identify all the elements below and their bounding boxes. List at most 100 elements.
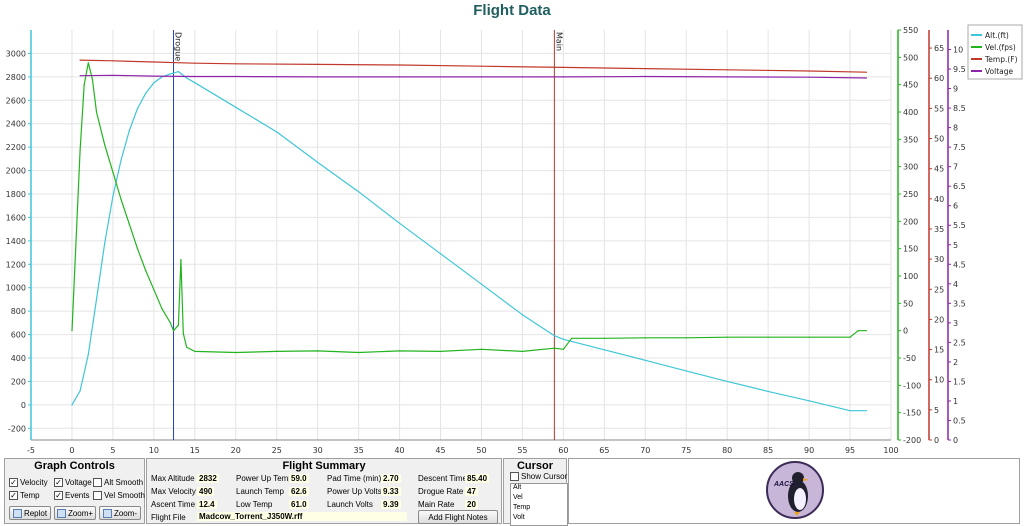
data-point <box>87 62 89 64</box>
data-point <box>112 74 114 76</box>
data-point <box>128 130 130 132</box>
show-cursor-check[interactable] <box>510 472 519 481</box>
zoom-in-icon <box>56 508 66 518</box>
data-point <box>112 60 114 62</box>
events-check[interactable]: ✓ <box>54 491 63 500</box>
altitude-tick-label: 1200 <box>6 260 26 269</box>
vel-smooth-label: Vel Smooth <box>104 491 145 500</box>
data-point <box>120 198 122 201</box>
data-point <box>480 65 483 67</box>
alt-smooth-checkbox[interactable]: Alt Smooth <box>93 478 143 487</box>
data-point <box>685 337 687 339</box>
flight-summary-panel: Flight Summary Max Altitude 2832 Max Vel… <box>146 458 502 524</box>
velocity-tick-label: -50 <box>903 354 916 363</box>
data-point <box>398 64 401 66</box>
temp-checkbox[interactable]: ✓ Temp <box>9 491 40 500</box>
data-point <box>112 195 114 197</box>
voltage-checkbox[interactable]: ✓ Voltage <box>54 478 92 487</box>
flight-chart[interactable]: -5 0 5 10 15 20 25 30 35 40 45 50 55 60 65 70 75 80 85 90 95… <box>0 22 1024 458</box>
data-point <box>726 76 728 78</box>
data-point <box>865 330 868 332</box>
data-point <box>186 346 188 348</box>
legend: Alt.(ft) Vel.(fps) Temp.(F) Voltage <box>967 24 1023 80</box>
data-point <box>235 63 237 65</box>
grid <box>30 30 892 440</box>
voltage-tick-label: 0.5 <box>953 416 966 425</box>
x-tick-label: 5 <box>110 446 115 455</box>
graph-controls-panel: Graph Controls ✓ Velocity ✓ Voltage Alt Sm… <box>4 458 145 524</box>
data-point <box>172 72 175 74</box>
velocity-check[interactable]: ✓ <box>9 478 18 487</box>
temperature-tick-label: 10 <box>934 376 944 385</box>
alt-smooth-label: Alt Smooth <box>104 478 144 487</box>
data-point <box>644 75 646 78</box>
voltage-tick-label: 8.5 <box>953 104 966 113</box>
data-point <box>276 350 278 353</box>
data-point <box>120 159 122 161</box>
data-point <box>603 349 605 351</box>
summary-label: Pad Time (min) <box>327 474 382 483</box>
legend-label: Vel.(fps) <box>985 43 1016 52</box>
vel-smooth-check[interactable] <box>93 491 102 500</box>
data-point <box>562 338 564 340</box>
x-tick-label: 85 <box>763 446 773 455</box>
velocity-checkbox[interactable]: ✓ Velocity <box>9 478 48 487</box>
cursor-panel: Cursor Show Cursor Alt Vel Temp Volt <box>503 458 568 526</box>
data-point <box>153 82 155 84</box>
velocity-tick-label: 400 <box>903 108 918 117</box>
altitude-tick-label: 1000 <box>6 284 26 293</box>
data-point <box>857 330 859 332</box>
altitude-tick-label: 2600 <box>6 96 26 105</box>
zoom-in-button[interactable]: Zoom+ <box>54 506 96 520</box>
x-tick-label: 65 <box>599 446 609 455</box>
zoom-out-button[interactable]: Zoom- <box>99 506 141 520</box>
add-flight-notes-button[interactable]: Add Flight Notes <box>418 510 498 524</box>
events-checkbox[interactable]: ✓ Events <box>54 491 89 500</box>
data-point <box>194 62 196 64</box>
replot-button[interactable]: Replot <box>9 506 51 520</box>
summary-label: Drogue Rate <box>418 487 464 496</box>
data-point <box>767 390 769 392</box>
data-point <box>726 69 728 71</box>
data-point <box>358 351 360 354</box>
data-point <box>235 75 237 78</box>
data-point <box>521 350 524 353</box>
flight-file-field[interactable]: Madcow_Torrent_J350W.rff <box>197 512 407 521</box>
velocity-tick-label: 150 <box>903 245 918 254</box>
temp-label: Temp <box>20 491 40 500</box>
altitude-tick-label: 600 <box>11 331 26 340</box>
velocity-tick-label: -150 <box>903 409 921 418</box>
data-point <box>685 370 687 372</box>
data-point <box>644 359 646 361</box>
data-point <box>95 111 98 113</box>
velocity-tick-label: 450 <box>903 81 918 90</box>
voltage-check[interactable]: ✓ <box>54 478 63 487</box>
low-temp-value: 61.0 <box>289 500 309 509</box>
data-point <box>87 353 89 356</box>
show-cursor-checkbox[interactable]: Show Cursor <box>510 472 567 481</box>
temp-check[interactable]: ✓ <box>9 491 18 500</box>
flight-summary-title: Flight Summary <box>282 460 366 472</box>
voltage-tick-label: 1.5 <box>953 377 966 386</box>
zoom-out-label: Zoom- <box>113 508 138 518</box>
main-rate-value: 20 <box>465 500 478 509</box>
voltage-tick-label: 1 <box>953 397 958 406</box>
aacs-logo: AACS <box>766 461 824 519</box>
voltage-tick-label: 6 <box>953 202 958 211</box>
alt-smooth-check[interactable] <box>93 478 102 487</box>
temperature-tick-label: 65 <box>934 44 944 53</box>
data-point <box>726 336 728 338</box>
vel-smooth-checkbox[interactable]: Vel Smooth <box>93 491 145 500</box>
velocity-tick-label: -100 <box>903 381 921 390</box>
velocity-tick-label: 500 <box>903 53 918 62</box>
power-up-temp-value: 59.0 <box>289 474 309 483</box>
data-point <box>71 330 73 332</box>
voltage-tick-label: 4 <box>953 280 958 289</box>
data-point <box>480 76 483 78</box>
zoom-out-icon <box>102 508 112 518</box>
show-cursor-label: Show Cursor <box>521 472 568 481</box>
data-point <box>112 171 114 173</box>
data-point <box>172 330 175 332</box>
data-point <box>562 348 564 350</box>
data-point <box>808 70 810 72</box>
